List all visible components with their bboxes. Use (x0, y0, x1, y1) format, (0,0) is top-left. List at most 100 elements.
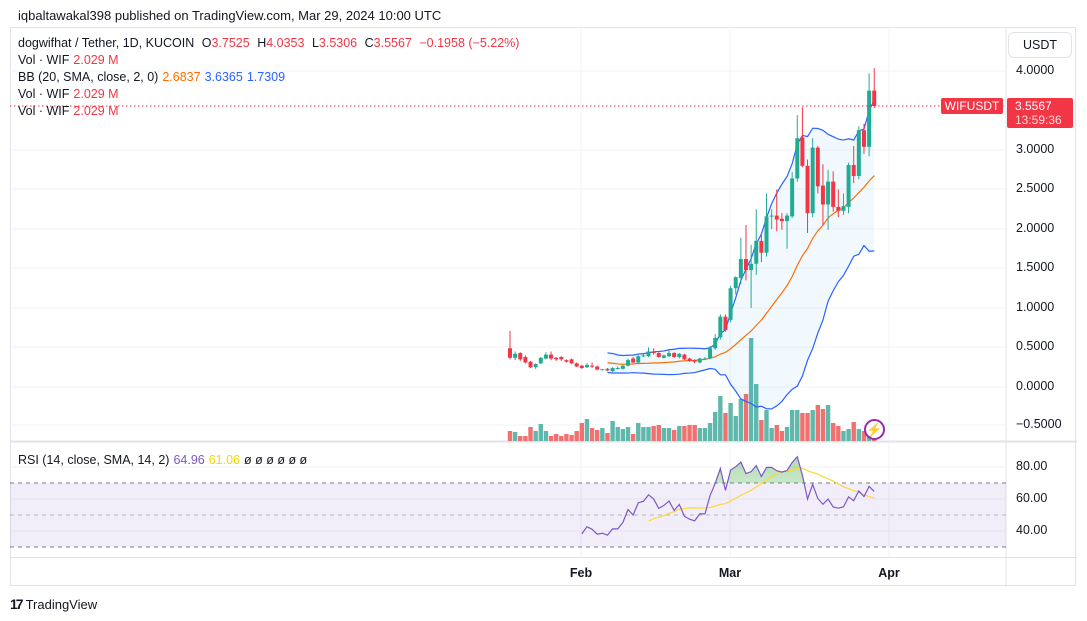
volume-bar (507, 431, 513, 441)
candle-body (549, 354, 554, 359)
candle (605, 368, 610, 372)
candle (718, 314, 723, 340)
candle (820, 164, 825, 226)
volume-bar (789, 410, 795, 441)
price-tick-label: 2.5000 (1016, 181, 1055, 195)
rsi-overbought-fill (581, 456, 875, 483)
volume-bars (507, 338, 877, 441)
volume-bar (595, 430, 600, 441)
bb-upper-value: 3.6365 (204, 70, 243, 84)
volume-bar (779, 431, 785, 441)
legend-volume-1[interactable]: Vol · WIF 2.029 M (18, 53, 123, 67)
volume-bar (728, 403, 733, 441)
candle (769, 209, 774, 229)
volume-bar (641, 427, 646, 441)
vol-value: 2.029 M (73, 87, 119, 101)
rsi-na-values: ø ø ø ø ø ø (244, 453, 308, 467)
high-label: H (257, 36, 267, 50)
volume-bar (687, 425, 692, 441)
close-value: 3.5567 (373, 36, 412, 50)
currency-button[interactable]: USDT (1008, 32, 1072, 58)
volume-bar (861, 431, 867, 441)
candle (651, 348, 656, 355)
candle (518, 352, 523, 361)
volume-bar (733, 416, 738, 441)
candle (723, 314, 728, 332)
volume-bar (825, 405, 831, 441)
candle (513, 351, 518, 361)
candle (600, 368, 605, 371)
low-value: 3.5306 (318, 36, 358, 50)
volume-bar (543, 431, 549, 441)
volume-bar (553, 434, 559, 441)
candle (764, 193, 769, 257)
candle (636, 355, 641, 364)
price-tick-label: 1.0000 (1016, 300, 1055, 314)
candle-body (579, 365, 584, 369)
candle-body (867, 90, 872, 147)
volume-bar (646, 427, 651, 441)
volume-bar (841, 431, 846, 441)
volume-bar (636, 423, 641, 441)
volume-bar (743, 394, 749, 441)
legend-volume-3[interactable]: Vol · WIF 2.029 M (18, 104, 123, 118)
legend-rsi[interactable]: RSI (14, close, SMA, 14, 2) 64.96 61.06 ø ø… (18, 453, 311, 467)
candle-body (749, 263, 754, 271)
volume-bar (830, 423, 836, 441)
volume-bar (518, 436, 523, 441)
volume-bar (584, 419, 590, 441)
lightning-icon[interactable]: ⚡ (864, 419, 885, 440)
candle (667, 350, 672, 357)
symbol-title[interactable]: dogwifhat / Tether, 1D, KUCOIN (18, 36, 195, 50)
candle-body (533, 364, 538, 368)
rsi-sma-value: 61.06 (208, 453, 241, 467)
tradingview-logo[interactable]: 17 TradingView (10, 596, 97, 612)
candle-body (779, 218, 784, 222)
price-tick-label: 4.0000 (1016, 63, 1055, 77)
volume-bar (707, 423, 713, 441)
volume-bar (512, 432, 518, 441)
candle-body (574, 363, 579, 367)
chart-frame (10, 27, 1076, 586)
last-price: 3.5567 (1015, 99, 1052, 113)
candle (754, 209, 759, 275)
candle-body (815, 147, 820, 187)
candle-body (667, 353, 672, 357)
candle (836, 189, 841, 218)
candle-body (851, 165, 856, 177)
candle (672, 352, 677, 358)
candle (574, 362, 579, 368)
volume-bar (661, 428, 667, 441)
candle-body (651, 351, 656, 354)
open-value: 3.7525 (211, 36, 250, 50)
candle-body (743, 259, 748, 271)
bar-countdown: 13:59:36 (1015, 113, 1062, 127)
rsi-tick-label: 40.00 (1016, 523, 1048, 537)
volume-bar (692, 425, 697, 441)
candle (856, 126, 861, 180)
candle (590, 362, 595, 369)
bb-lower-line (607, 244, 875, 410)
legend-bb[interactable]: BB (20, SMA, close, 2, 0) 2.6837 3.6365 1.7… (18, 70, 289, 84)
vol-label: Vol · WIF (18, 53, 70, 67)
volume-bar (774, 425, 779, 441)
candle (779, 213, 784, 230)
candle-body (590, 365, 595, 367)
candle-body (641, 355, 646, 357)
volume-bar (682, 426, 687, 441)
candle (713, 334, 718, 350)
candle (687, 357, 692, 362)
price-tick-label: 0.5000 (1016, 339, 1055, 353)
candle (677, 353, 682, 359)
rsi-pane (10, 455, 1006, 548)
candle (646, 347, 651, 357)
candle (867, 73, 872, 157)
rsi-sma-line (648, 467, 875, 522)
volume-bar (625, 427, 631, 441)
legend-volume-2[interactable]: Vol · WIF 2.029 M (18, 87, 123, 101)
candle-body (584, 364, 589, 368)
volume-bar (610, 421, 615, 441)
time-label-apr: Apr (878, 566, 900, 580)
volume-bar (666, 428, 672, 441)
